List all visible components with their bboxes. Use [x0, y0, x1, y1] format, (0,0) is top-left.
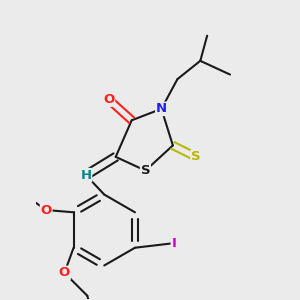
Text: S: S: [141, 164, 150, 177]
Text: O: O: [59, 266, 70, 279]
Text: O: O: [103, 93, 115, 106]
Text: S: S: [191, 150, 200, 164]
Text: I: I: [171, 237, 176, 250]
Text: N: N: [156, 102, 167, 115]
Text: H: H: [80, 169, 92, 182]
Text: O: O: [40, 203, 52, 217]
